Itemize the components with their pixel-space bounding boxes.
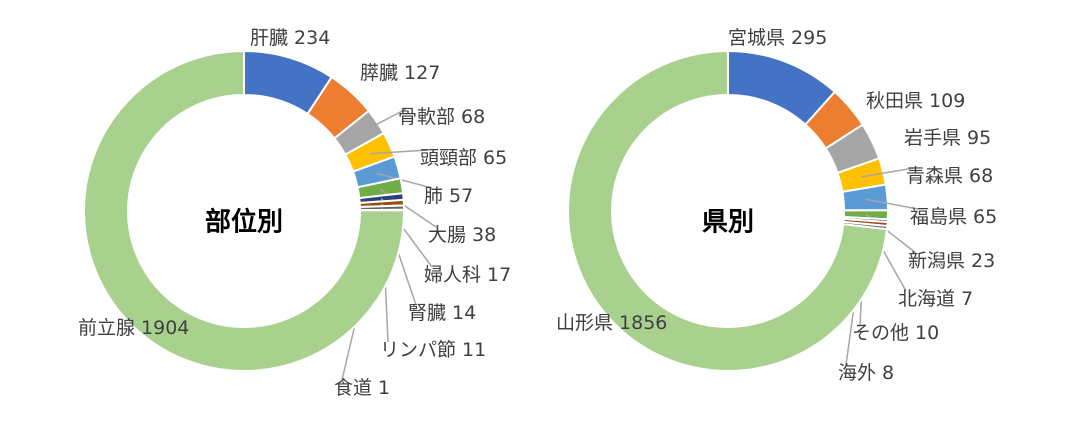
label-value: 65 (973, 206, 997, 228)
label-category: 大腸 (428, 224, 466, 246)
data-label: 大腸 38 (428, 224, 496, 246)
data-label: 福島県 65 (910, 206, 997, 228)
label-category: 骨軟部 (398, 106, 455, 128)
chart-title: 県別 (702, 208, 754, 238)
data-label: 山形県 1856 (556, 312, 667, 334)
data-label: 秋田県 109 (866, 90, 965, 112)
label-category: 婦人科 (424, 264, 481, 286)
data-label: 宮城県 295 (728, 27, 827, 49)
slice (567, 49, 889, 372)
label-category: 海外 (838, 362, 876, 384)
data-label: 北海道 7 (898, 288, 973, 310)
leader-line (358, 108, 407, 135)
label-category: 頭頸部 (420, 147, 477, 169)
label-category: 膵臓 (360, 62, 398, 84)
label-category: 肺 (424, 185, 443, 207)
label-value: 65 (483, 147, 507, 169)
label-value: 10 (915, 322, 939, 344)
data-label: 前立腺 1904 (78, 317, 189, 339)
label-category: 北海道 (898, 288, 955, 310)
label-category: 食道 (334, 377, 372, 399)
data-label: その他 10 (852, 322, 939, 344)
data-label: 新潟県 23 (908, 250, 995, 272)
label-category: 前立腺 (78, 317, 135, 339)
label-value: 17 (487, 264, 511, 286)
label-value: 11 (462, 339, 486, 361)
label-category: リンパ節 (380, 339, 456, 361)
label-value: 38 (472, 224, 496, 246)
label-value: 8 (882, 362, 894, 384)
leader-line (369, 149, 429, 155)
label-category: 宮城県 (728, 27, 785, 49)
data-label: 岩手県 95 (904, 127, 991, 149)
slice (83, 49, 405, 372)
data-label: 頭頸部 65 (420, 147, 507, 169)
leader-line (865, 198, 919, 210)
label-category: 岩手県 (904, 127, 961, 149)
data-label: 婦人科 17 (424, 264, 511, 286)
label-category: 青森県 (906, 165, 963, 187)
label-value: 57 (449, 185, 473, 207)
label-category: 山形県 (556, 312, 613, 334)
label-value: 1 (378, 377, 390, 399)
chart-title: 部位別 (205, 207, 283, 238)
label-category: 新潟県 (908, 250, 965, 272)
label-value: 1856 (619, 312, 667, 334)
label-value: 7 (961, 288, 973, 310)
leader-line (861, 167, 915, 178)
label-category: 腎臓 (408, 302, 446, 324)
data-label: 青森県 68 (906, 165, 993, 187)
label-value: 234 (294, 27, 330, 49)
label-value: 68 (969, 165, 993, 187)
data-label: 肝臓 234 (250, 27, 330, 49)
data-label: 膵臓 127 (360, 62, 440, 84)
label-value: 109 (929, 90, 965, 112)
label-value: 23 (971, 250, 995, 272)
label-value: 95 (967, 127, 991, 149)
label-value: 68 (461, 106, 485, 128)
label-category: その他 (852, 322, 909, 344)
label-value: 14 (452, 302, 476, 324)
data-label: 海外 8 (838, 362, 894, 384)
data-label: 食道 1 (334, 377, 390, 399)
label-value: 295 (791, 27, 827, 49)
leader-line (376, 172, 433, 189)
data-label: 骨軟部 68 (398, 106, 485, 128)
label-category: 肝臓 (250, 27, 288, 49)
label-value: 127 (404, 62, 440, 84)
label-value: 1904 (141, 317, 189, 339)
label-category: 福島県 (910, 206, 967, 228)
data-label: 腎臓 14 (408, 302, 476, 324)
label-category: 秋田県 (866, 90, 923, 112)
data-label: リンパ節 11 (380, 339, 486, 361)
data-label: 肺 57 (424, 185, 473, 207)
